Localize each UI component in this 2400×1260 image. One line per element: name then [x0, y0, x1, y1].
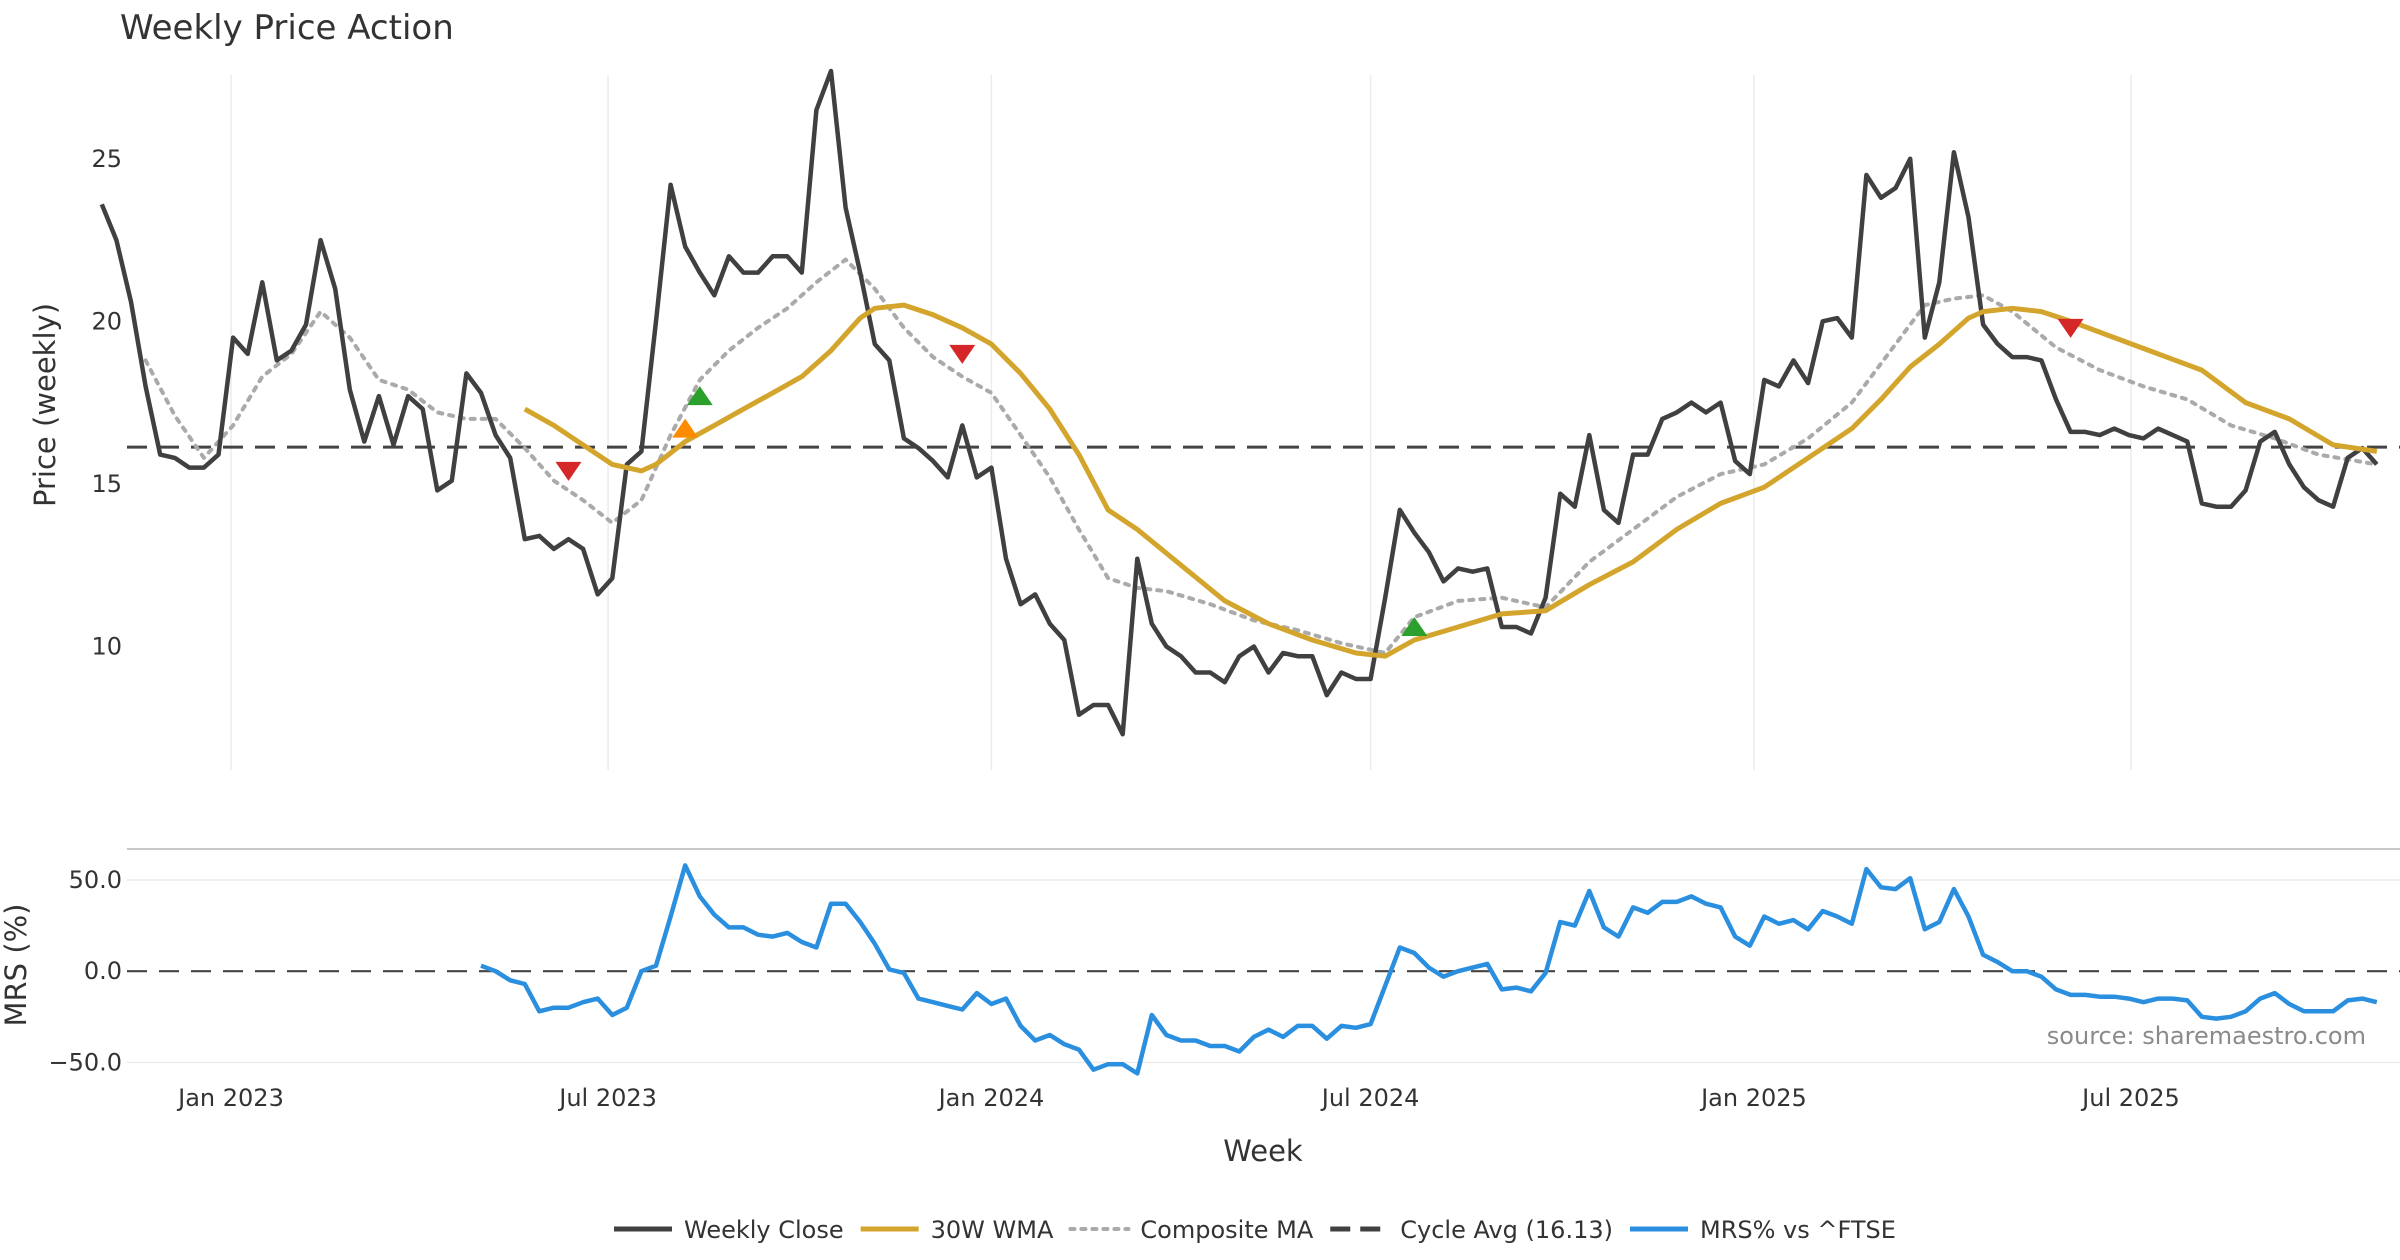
sell-signal-marker-0 — [555, 461, 582, 481]
sell-signal-marker-1 — [949, 344, 976, 364]
price-y-tick-25: 25 — [91, 145, 122, 173]
buy-signal-marker-0 — [672, 418, 699, 438]
legend-label-weekly-close: Weekly Close — [684, 1216, 844, 1244]
price-y-ticks: 10 15 20 25 — [91, 145, 122, 661]
series-mrs-vs-ftse — [480, 863, 2378, 1076]
x-tick-jan-2023: Jan 2023 — [176, 1084, 284, 1112]
chart-title: Weekly Price Action — [120, 8, 454, 48]
legend: Weekly Close 30W WMA Composite MA Cycle Avg… — [614, 1216, 1896, 1244]
price-y-tick-10: 10 — [91, 632, 122, 660]
source-credit: source: sharemaestro.com — [2047, 1022, 2366, 1050]
legend-label-30w-wma: 30W WMA — [931, 1216, 1054, 1244]
legend-label-mrs-vs-ftse: MRS% vs ^FTSE — [1700, 1216, 1896, 1244]
price-grid — [230, 75, 2132, 770]
mrs-series — [480, 863, 2378, 1076]
price-y-tick-20: 20 — [91, 307, 122, 335]
price-y-tick-15: 15 — [91, 470, 122, 498]
x-tick-jan-2024: Jan 2024 — [937, 1084, 1045, 1112]
x-tick-jul-2024: Jul 2024 — [1320, 1084, 1420, 1112]
sell-signal-marker-2 — [2057, 318, 2084, 338]
signal-markers — [555, 318, 2084, 636]
mrs-y-tick-2: −50.0 — [48, 1048, 122, 1076]
x-tick-jan-2025: Jan 2025 — [1699, 1084, 1807, 1112]
buy-signal-marker-1 — [686, 386, 713, 406]
series-weekly-close — [99, 68, 2379, 737]
x-axis-label: Week — [1223, 1134, 1303, 1168]
series-30w-wma — [523, 302, 2378, 659]
mrs-y-tick-1: 0.0 — [84, 957, 122, 985]
x-ticks: Jan 2023 Jul 2023 Jan 2024 Jul 2024 Jan 2025… — [176, 1084, 2180, 1112]
series-composite-ma — [143, 257, 2379, 655]
x-tick-jul-2023: Jul 2023 — [557, 1084, 657, 1112]
price-series — [99, 68, 2400, 737]
buy-signal-marker-2 — [1401, 616, 1428, 636]
mrs-y-ticks: 50.0 0.0 −50.0 — [48, 866, 122, 1076]
legend-label-composite-ma: Composite MA — [1140, 1216, 1313, 1244]
mrs-y-tick-0: 50.0 — [69, 866, 122, 894]
mrs-y-axis-label: MRS (%) — [0, 904, 33, 1027]
x-tick-jul-2025: Jul 2025 — [2080, 1084, 2180, 1112]
price-y-axis-label: Price (weekly) — [28, 303, 62, 507]
legend-label-cycle-avg-16-13: Cycle Avg (16.13) — [1400, 1216, 1613, 1244]
